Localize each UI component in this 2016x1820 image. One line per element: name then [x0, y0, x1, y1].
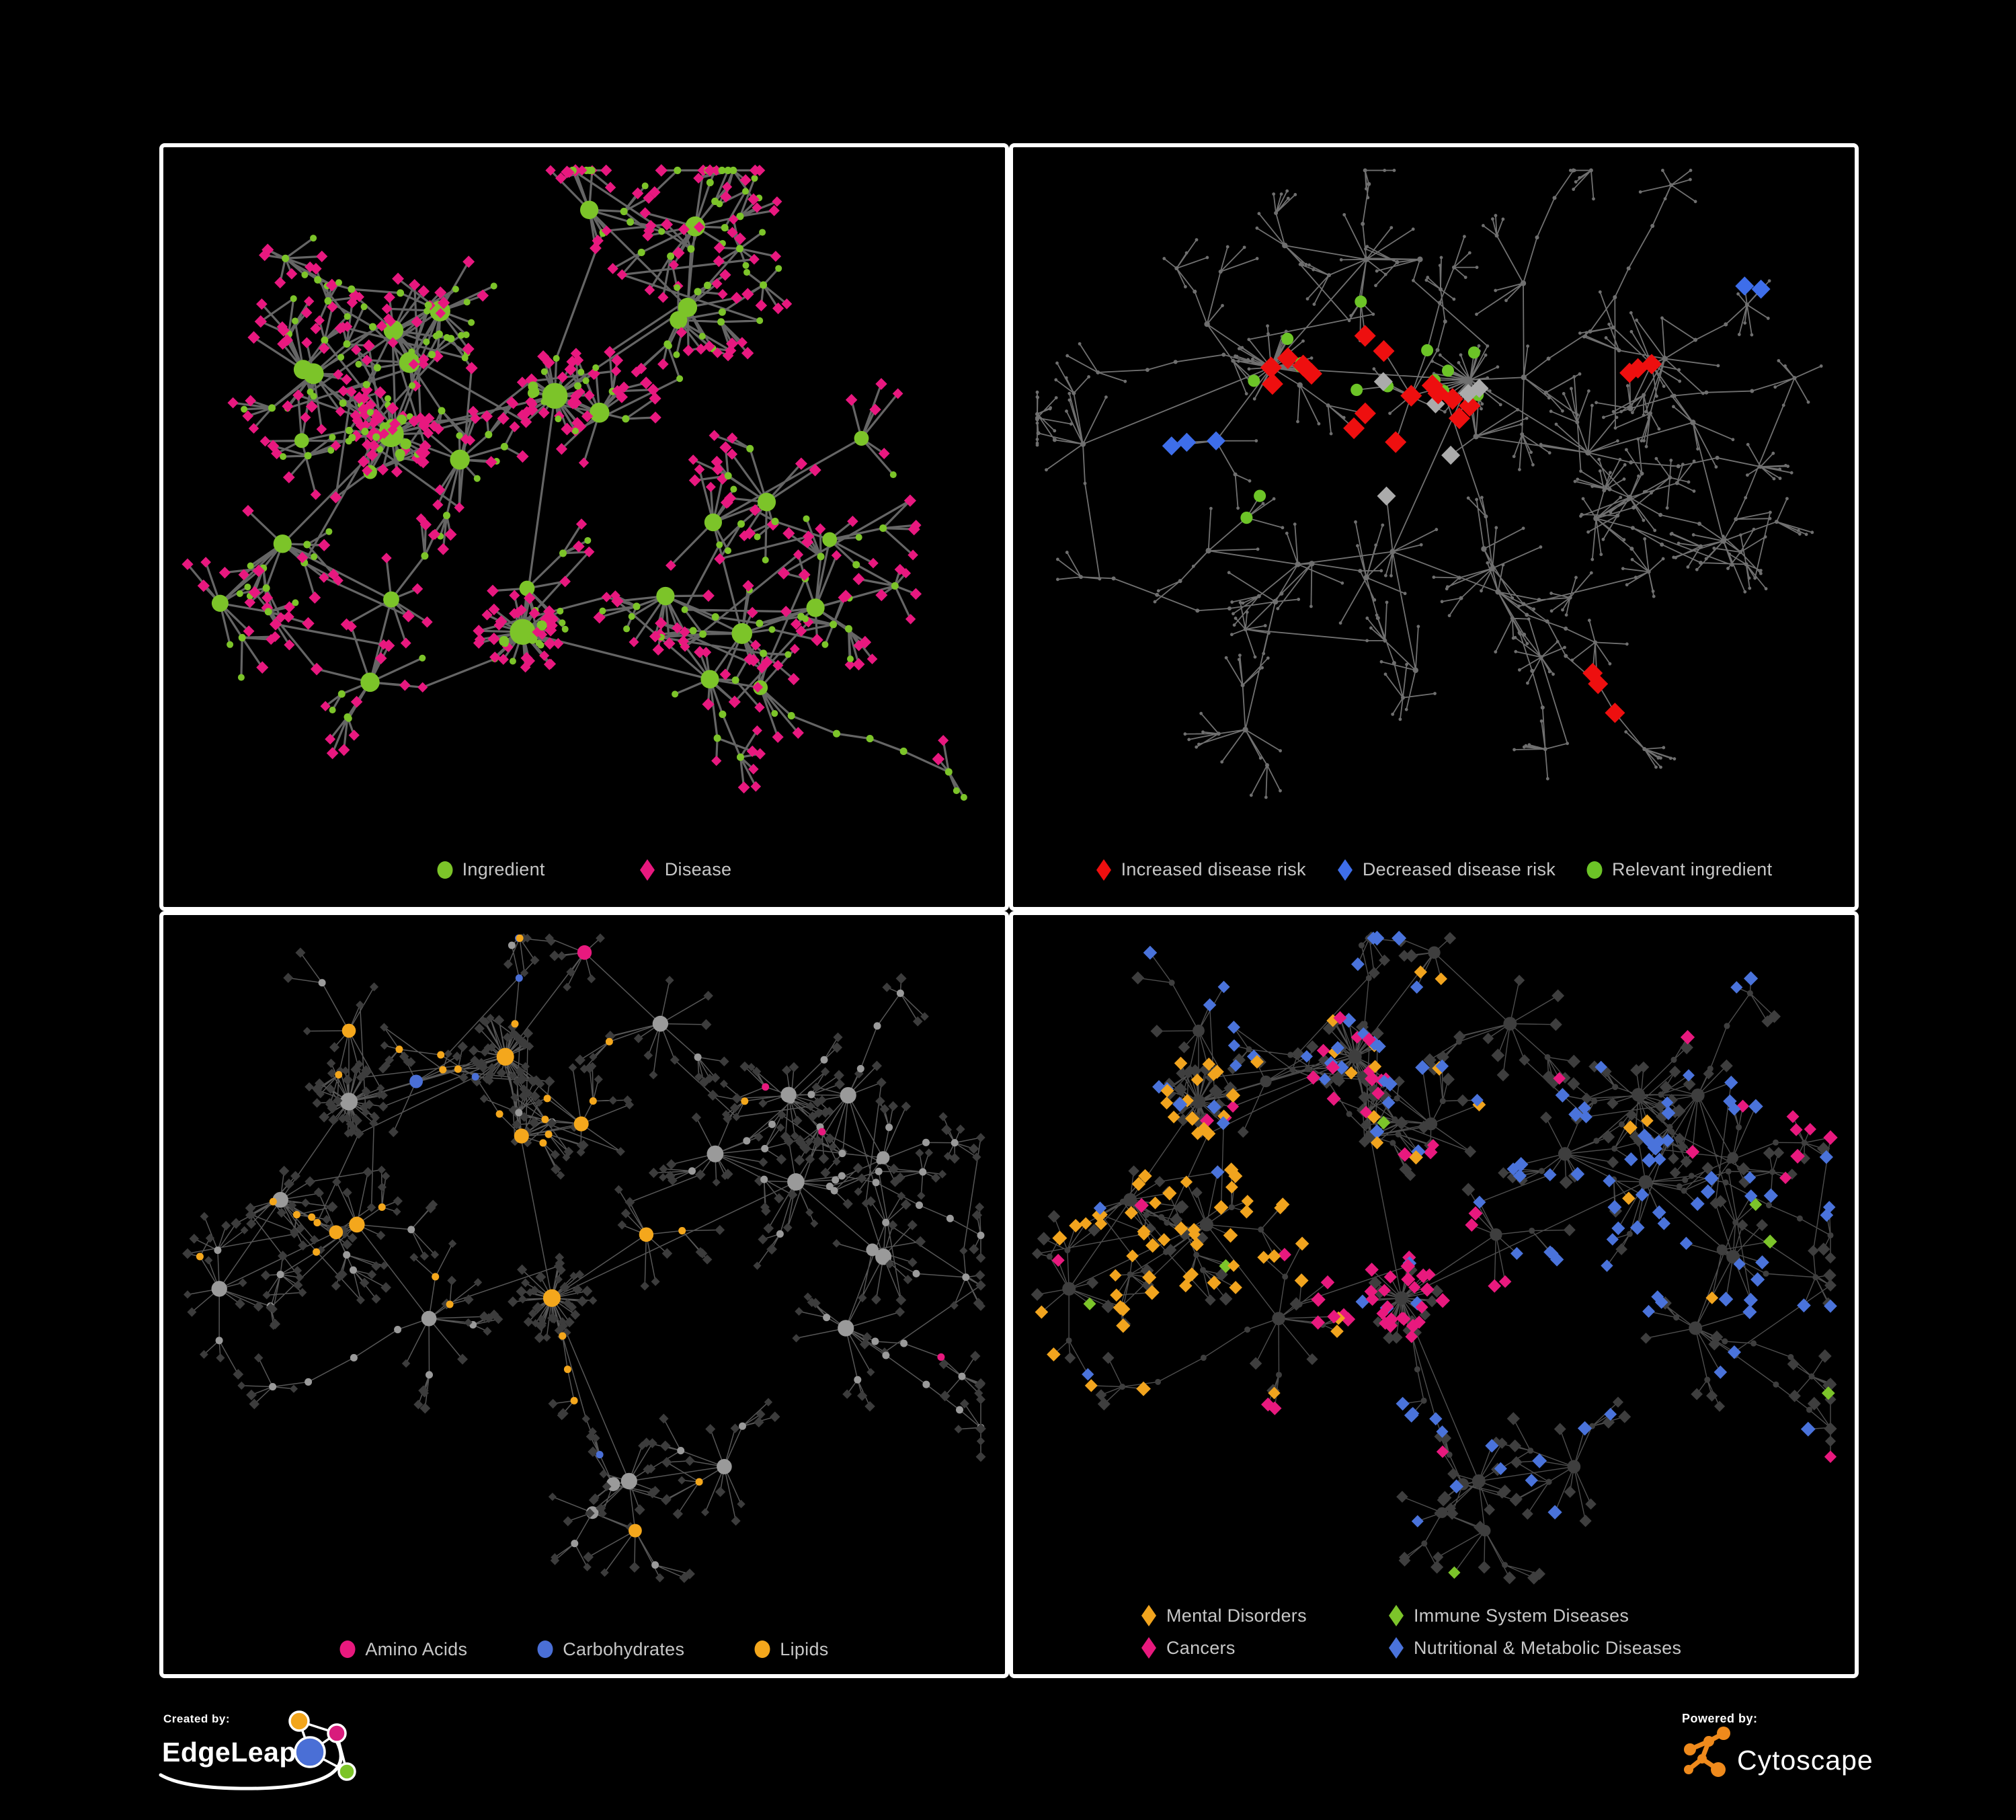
disease-categories-legend: Mental Disorders Immune System Diseases Ca…: [1141, 1604, 1681, 1659]
panel-ingredient-disease: Ingredient Disease: [159, 143, 1009, 911]
legend-item-lipids: Lipids: [754, 1638, 828, 1661]
circle-marker-icon: [339, 1640, 356, 1658]
legend-label: Relevant ingredient: [1612, 859, 1773, 879]
legend-label: Increased disease risk: [1121, 859, 1306, 879]
legend-item-increased-disease-risk: Increased disease risk: [1096, 859, 1306, 881]
edgeleap-wordmark: EdgeLeap: [162, 1737, 296, 1768]
disease-risk-legend: Increased disease risk Decreased disease …: [1017, 859, 1851, 881]
legend-item-relevant-ingredient: Relevant ingredient: [1586, 859, 1772, 881]
legend-label: Disease: [664, 859, 732, 879]
legend-label: Cancers: [1166, 1637, 1236, 1658]
edgeleap-node-pink: [327, 1723, 347, 1743]
disease-risk-network: [1035, 168, 1823, 799]
circle-marker-icon: [754, 1640, 770, 1658]
panel-disease-risk: Increased disease risk Decreased disease …: [1009, 143, 1859, 911]
legend-label: Immune System Diseases: [1414, 1605, 1629, 1626]
legend-label: Lipids: [780, 1638, 829, 1659]
legend-item-amino-acids: Amino Acids: [339, 1638, 467, 1661]
circle-marker-icon: [437, 861, 453, 879]
legend-item-disease: Disease: [639, 859, 732, 881]
circle-marker-icon: [1586, 861, 1603, 879]
edgeleap-logo-graphic: [288, 1710, 356, 1781]
ingredient-disease-network: [182, 164, 967, 801]
diamond-marker-icon: [1389, 1605, 1404, 1626]
diamond-marker-icon: [1096, 859, 1111, 881]
legend-item-nutritional-metabolic-diseases: Nutritional & Metabolic Diseases: [1388, 1636, 1681, 1659]
cytoscape-branding: Powered by: Cytoscape: [1679, 1708, 1881, 1798]
ingredient-disease-legend: Ingredient Disease: [167, 859, 1001, 881]
diamond-marker-icon: [639, 859, 655, 881]
edgeleap-node-green: [337, 1762, 356, 1781]
panel-grid: Ingredient Disease Increased disease risk…: [159, 143, 1859, 1678]
legend-label: Nutritional & Metabolic Diseases: [1414, 1637, 1682, 1658]
nutrient-classes-network: [182, 933, 986, 1583]
cytoscape-logo: Powered by: Cytoscape: [1682, 1712, 1873, 1777]
disease-categories-network: [1031, 930, 1838, 1585]
diamond-marker-icon: [1337, 859, 1353, 881]
cytoscape-logo-graphic: [1684, 1727, 1730, 1777]
legend-item-cancers: Cancers: [1141, 1636, 1388, 1659]
legend-item-decreased-disease-risk: Decreased disease risk: [1337, 859, 1556, 881]
powered-by-label: Powered by:: [1682, 1712, 1758, 1725]
edgeleap-node-blue: [294, 1736, 326, 1768]
legend-label: Carbohydrates: [563, 1638, 685, 1659]
legend-label: Amino Acids: [365, 1638, 468, 1659]
legend-item-carbohydrates: Carbohydrates: [537, 1638, 684, 1661]
nutrient-classes-legend: Amino Acids Carbohydrates Lipids: [167, 1638, 1001, 1661]
diamond-marker-icon: [1141, 1605, 1156, 1626]
legend-label: Mental Disorders: [1166, 1605, 1307, 1626]
circle-marker-icon: [537, 1640, 553, 1658]
diamond-marker-icon: [1389, 1637, 1404, 1659]
edgeleap-branding: Created by: EdgeLeap: [157, 1706, 385, 1804]
legend-item-mental-disorders: Mental Disorders: [1141, 1604, 1388, 1627]
legend-label: Decreased disease risk: [1362, 859, 1556, 879]
legend-item-ingredient: Ingredient: [437, 859, 545, 881]
panel-disease-categories: Mental Disorders Immune System Diseases Ca…: [1009, 910, 1859, 1678]
legend-label: Ingredient: [462, 859, 545, 879]
created-by-label: Created by:: [163, 1712, 230, 1725]
panel-nutrient-classes: Amino Acids Carbohydrates Lipids: [159, 910, 1009, 1678]
cytoscape-wordmark: Cytoscape: [1737, 1745, 1873, 1776]
legend-item-immune-system-diseases: Immune System Diseases: [1388, 1604, 1681, 1627]
edgeleap-logo: Created by: EdgeLeap: [159, 1710, 356, 1790]
diamond-marker-icon: [1141, 1637, 1156, 1659]
edgeleap-node-orange: [288, 1710, 310, 1732]
edgeleap-swoosh: [159, 1739, 343, 1790]
